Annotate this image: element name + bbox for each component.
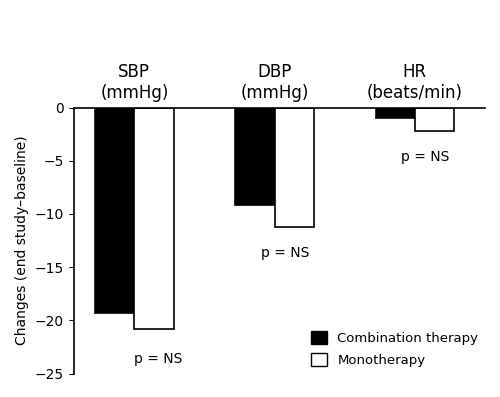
Bar [274, 108, 314, 227]
Y-axis label: Changes (end study–baseline): Changes (end study–baseline) [15, 136, 29, 345]
Text: HR
(beats/min): HR (beats/min) [367, 64, 463, 102]
Bar [376, 108, 415, 118]
Text: DBP
(mmHg): DBP (mmHg) [240, 64, 309, 102]
Text: p = NS: p = NS [401, 150, 449, 164]
Bar [134, 108, 173, 329]
Text: p = NS: p = NS [260, 246, 309, 260]
Bar [95, 108, 134, 313]
Text: p = NS: p = NS [134, 352, 182, 366]
Legend: Combination therapy, Monotherapy: Combination therapy, Monotherapy [311, 331, 478, 367]
Bar [236, 108, 275, 205]
Bar [415, 108, 454, 131]
Text: SBP
(mmHg): SBP (mmHg) [100, 64, 168, 102]
